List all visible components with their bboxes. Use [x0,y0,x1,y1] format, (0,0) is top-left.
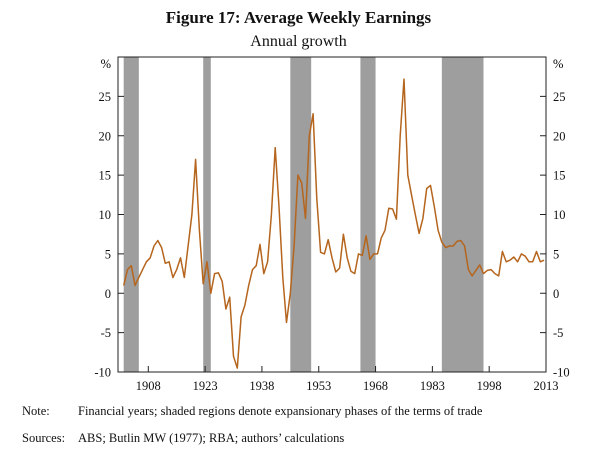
y-tick-label-right: 15 [553,169,566,183]
y-tick-label-right: 20 [553,129,566,143]
series-line [122,78,545,369]
y-tick-label-right: 5 [553,247,559,261]
note-label: Note: [22,404,50,418]
axis-ticks [118,95,547,373]
y-tick-label-left: -10 [94,366,111,380]
chart-subtitle: Annual growth [250,33,347,50]
y-tick-label-right: 0 [553,287,559,301]
y-tick-label-right: -10 [553,366,570,380]
sources-row: Sources: ABS; Butlin MW (1977); RBA; auth… [22,431,344,446]
x-tick-label: 1923 [193,379,218,393]
y-tick-label-left: 20 [99,129,112,143]
x-tick-label: 1953 [306,379,331,393]
x-tick-label: 1938 [249,379,274,393]
x-tick-label: 1998 [477,379,502,393]
x-tick-label: 1968 [363,379,388,393]
x-tick-label: 2013 [534,379,559,393]
sources-label: Sources: [22,431,66,445]
y-tick-label-right: -5 [553,326,563,340]
y-tick-label-right: 25 [553,90,566,104]
y-tick-label-left: 25 [99,90,112,104]
y-tick-label-left: 10 [99,208,112,222]
x-tick-label: 1983 [420,379,445,393]
shaded-region [441,57,484,372]
y-unit-right: % [553,57,563,71]
y-tick-label-left: 0 [105,287,111,301]
y-tick-label-left: 5 [105,247,111,261]
y-tick-label-right: 10 [553,208,566,222]
note-text: Financial years; shaded regions denote e… [78,404,483,418]
x-tick-label: 1908 [136,379,161,393]
sources-text: ABS; Butlin MW (1977); RBA; authors’ cal… [78,431,345,445]
chart-title: Figure 17: Average Weekly Earnings [165,8,432,27]
y-tick-label-left: 15 [99,169,112,183]
y-unit-left: % [101,57,111,71]
y-tick-label-left: -5 [101,326,111,340]
note-row: Note: Financial years; shaded regions den… [22,404,482,419]
axis-tick-labels: -10 -10 -5 -5 0 0 5 5 10 10 15 15 20 20 25 25 1908 1923 19… [94,90,569,393]
shaded-regions [123,57,484,372]
shaded-region [290,57,312,372]
shaded-region [123,57,139,372]
shaded-region [360,57,376,372]
shaded-region [203,57,211,372]
